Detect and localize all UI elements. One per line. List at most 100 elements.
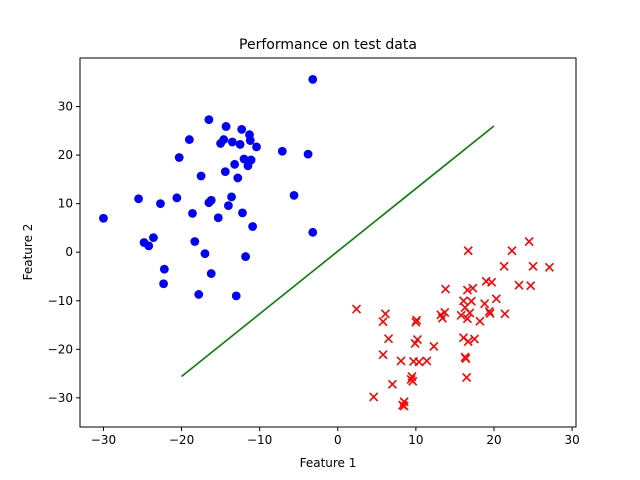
class-x-point: [507, 246, 517, 256]
class-circle-point: [227, 192, 236, 202]
class-x-point: [456, 310, 466, 320]
class-x-point: [351, 304, 362, 314]
class-circle-point: [149, 233, 158, 243]
class-x-point: [462, 372, 472, 383]
class-circle-point: [224, 201, 233, 211]
class-circle-point: [248, 222, 258, 231]
class-circle-point: [289, 191, 299, 200]
class-x-point: [429, 341, 439, 351]
class-x-point: [485, 308, 495, 318]
class-circle-point: [194, 290, 204, 299]
class-circle-point: [308, 227, 318, 237]
x-tick-label: −20: [169, 433, 194, 447]
y-tick-label: −20: [48, 342, 73, 356]
class-x-point: [408, 376, 418, 386]
class-circle-point: [303, 149, 313, 159]
plot-area: [99, 74, 555, 411]
class-circle-point: [206, 195, 216, 205]
class-circle-point: [134, 194, 143, 204]
class-circle-point: [184, 135, 194, 144]
class-circle-point: [231, 291, 241, 301]
class-x-point: [524, 236, 534, 247]
class-circle-point: [239, 154, 249, 164]
class-circle-point: [219, 135, 229, 144]
y-tick-label: 0: [65, 245, 73, 259]
class-x-point: [487, 277, 497, 287]
class-circle-point: [227, 137, 237, 147]
y-tick-label: 30: [58, 100, 73, 114]
boundary-line: [181, 125, 495, 378]
class-circle-point: [213, 213, 223, 223]
class-circle-point: [188, 208, 197, 218]
x-axis: −30 −20 −10 0 10 20 30: [91, 427, 580, 447]
class-x-point: [528, 261, 538, 271]
y-axis: −30 −20 −10 0 10 20 30: [48, 100, 80, 405]
class-circle-point: [221, 122, 231, 131]
x-axis-label: Feature 1: [300, 456, 357, 470]
y-tick-label: 20: [58, 148, 73, 162]
class-circle-point: [245, 136, 255, 145]
x-tick-label: 20: [486, 433, 501, 447]
x-tick-label: 30: [564, 433, 579, 447]
class-circle-point: [238, 208, 247, 218]
class-x-point: [414, 357, 424, 367]
class-x-point: [475, 316, 485, 326]
class-circle-point: [159, 264, 169, 274]
class-x-point: [514, 280, 524, 290]
class-x-point: [468, 283, 478, 293]
class-circle-point: [200, 249, 210, 259]
class-x-point: [480, 299, 490, 309]
class-circle-point: [230, 159, 240, 169]
x-tick-label: −10: [247, 433, 272, 447]
class-circle-point: [144, 241, 154, 251]
class-x-point: [422, 356, 432, 366]
class-circle-point: [196, 171, 206, 181]
class-x-point: [499, 261, 509, 271]
class-circle-point: [174, 153, 184, 162]
class-x-point: [411, 317, 421, 327]
class-x-point: [463, 336, 473, 347]
class-x-point: [440, 284, 451, 294]
class-x-point: [461, 353, 471, 364]
class-circle-point: [241, 252, 250, 261]
class-circle-point: [206, 269, 216, 278]
class-circle-point: [156, 199, 165, 209]
y-tick-label: −30: [48, 391, 73, 405]
class-circle-point: [308, 74, 318, 84]
class-x-point: [378, 317, 388, 327]
x-tick-label: 10: [408, 433, 423, 447]
x-tick-label: −30: [91, 433, 116, 447]
class-circle-point: [237, 124, 247, 134]
class-x-point: [465, 308, 475, 318]
class-x-point: [412, 335, 423, 345]
class-circle-point: [277, 146, 287, 156]
x-tick-label: 0: [334, 433, 342, 447]
class-x-point: [462, 314, 472, 324]
class-x-point: [544, 262, 555, 272]
class-x-point: [491, 294, 501, 304]
class-x-point: [412, 315, 422, 325]
class-x-point: [458, 296, 469, 306]
class-circle-point: [190, 237, 200, 246]
class-x-point: [500, 309, 510, 319]
class-x-point: [396, 356, 406, 366]
class-x-point: [469, 334, 480, 344]
class-circle-point: [172, 193, 182, 203]
class-circle-point: [235, 140, 245, 149]
y-tick-label: −10: [48, 294, 73, 308]
class-x-point: [526, 281, 536, 291]
y-axis-label: Feature 2: [21, 224, 35, 281]
axes-frame: [79, 57, 577, 428]
y-tick-label: 10: [58, 197, 73, 211]
class-x-point: [463, 246, 473, 256]
class-circle-point: [246, 155, 256, 165]
class-x-point: [387, 379, 398, 389]
class-x-point: [440, 307, 450, 317]
class-circle-point: [233, 173, 243, 183]
class-circle-point: [220, 167, 230, 177]
class-circle-point: [204, 115, 214, 125]
class-x-point: [383, 334, 394, 344]
class-circle-point: [99, 213, 108, 223]
class-circle-point: [159, 279, 168, 289]
